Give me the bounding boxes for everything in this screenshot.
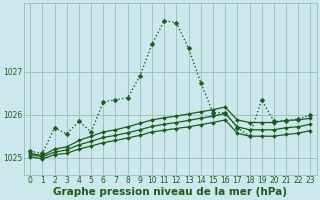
X-axis label: Graphe pression niveau de la mer (hPa): Graphe pression niveau de la mer (hPa) [53,187,287,197]
